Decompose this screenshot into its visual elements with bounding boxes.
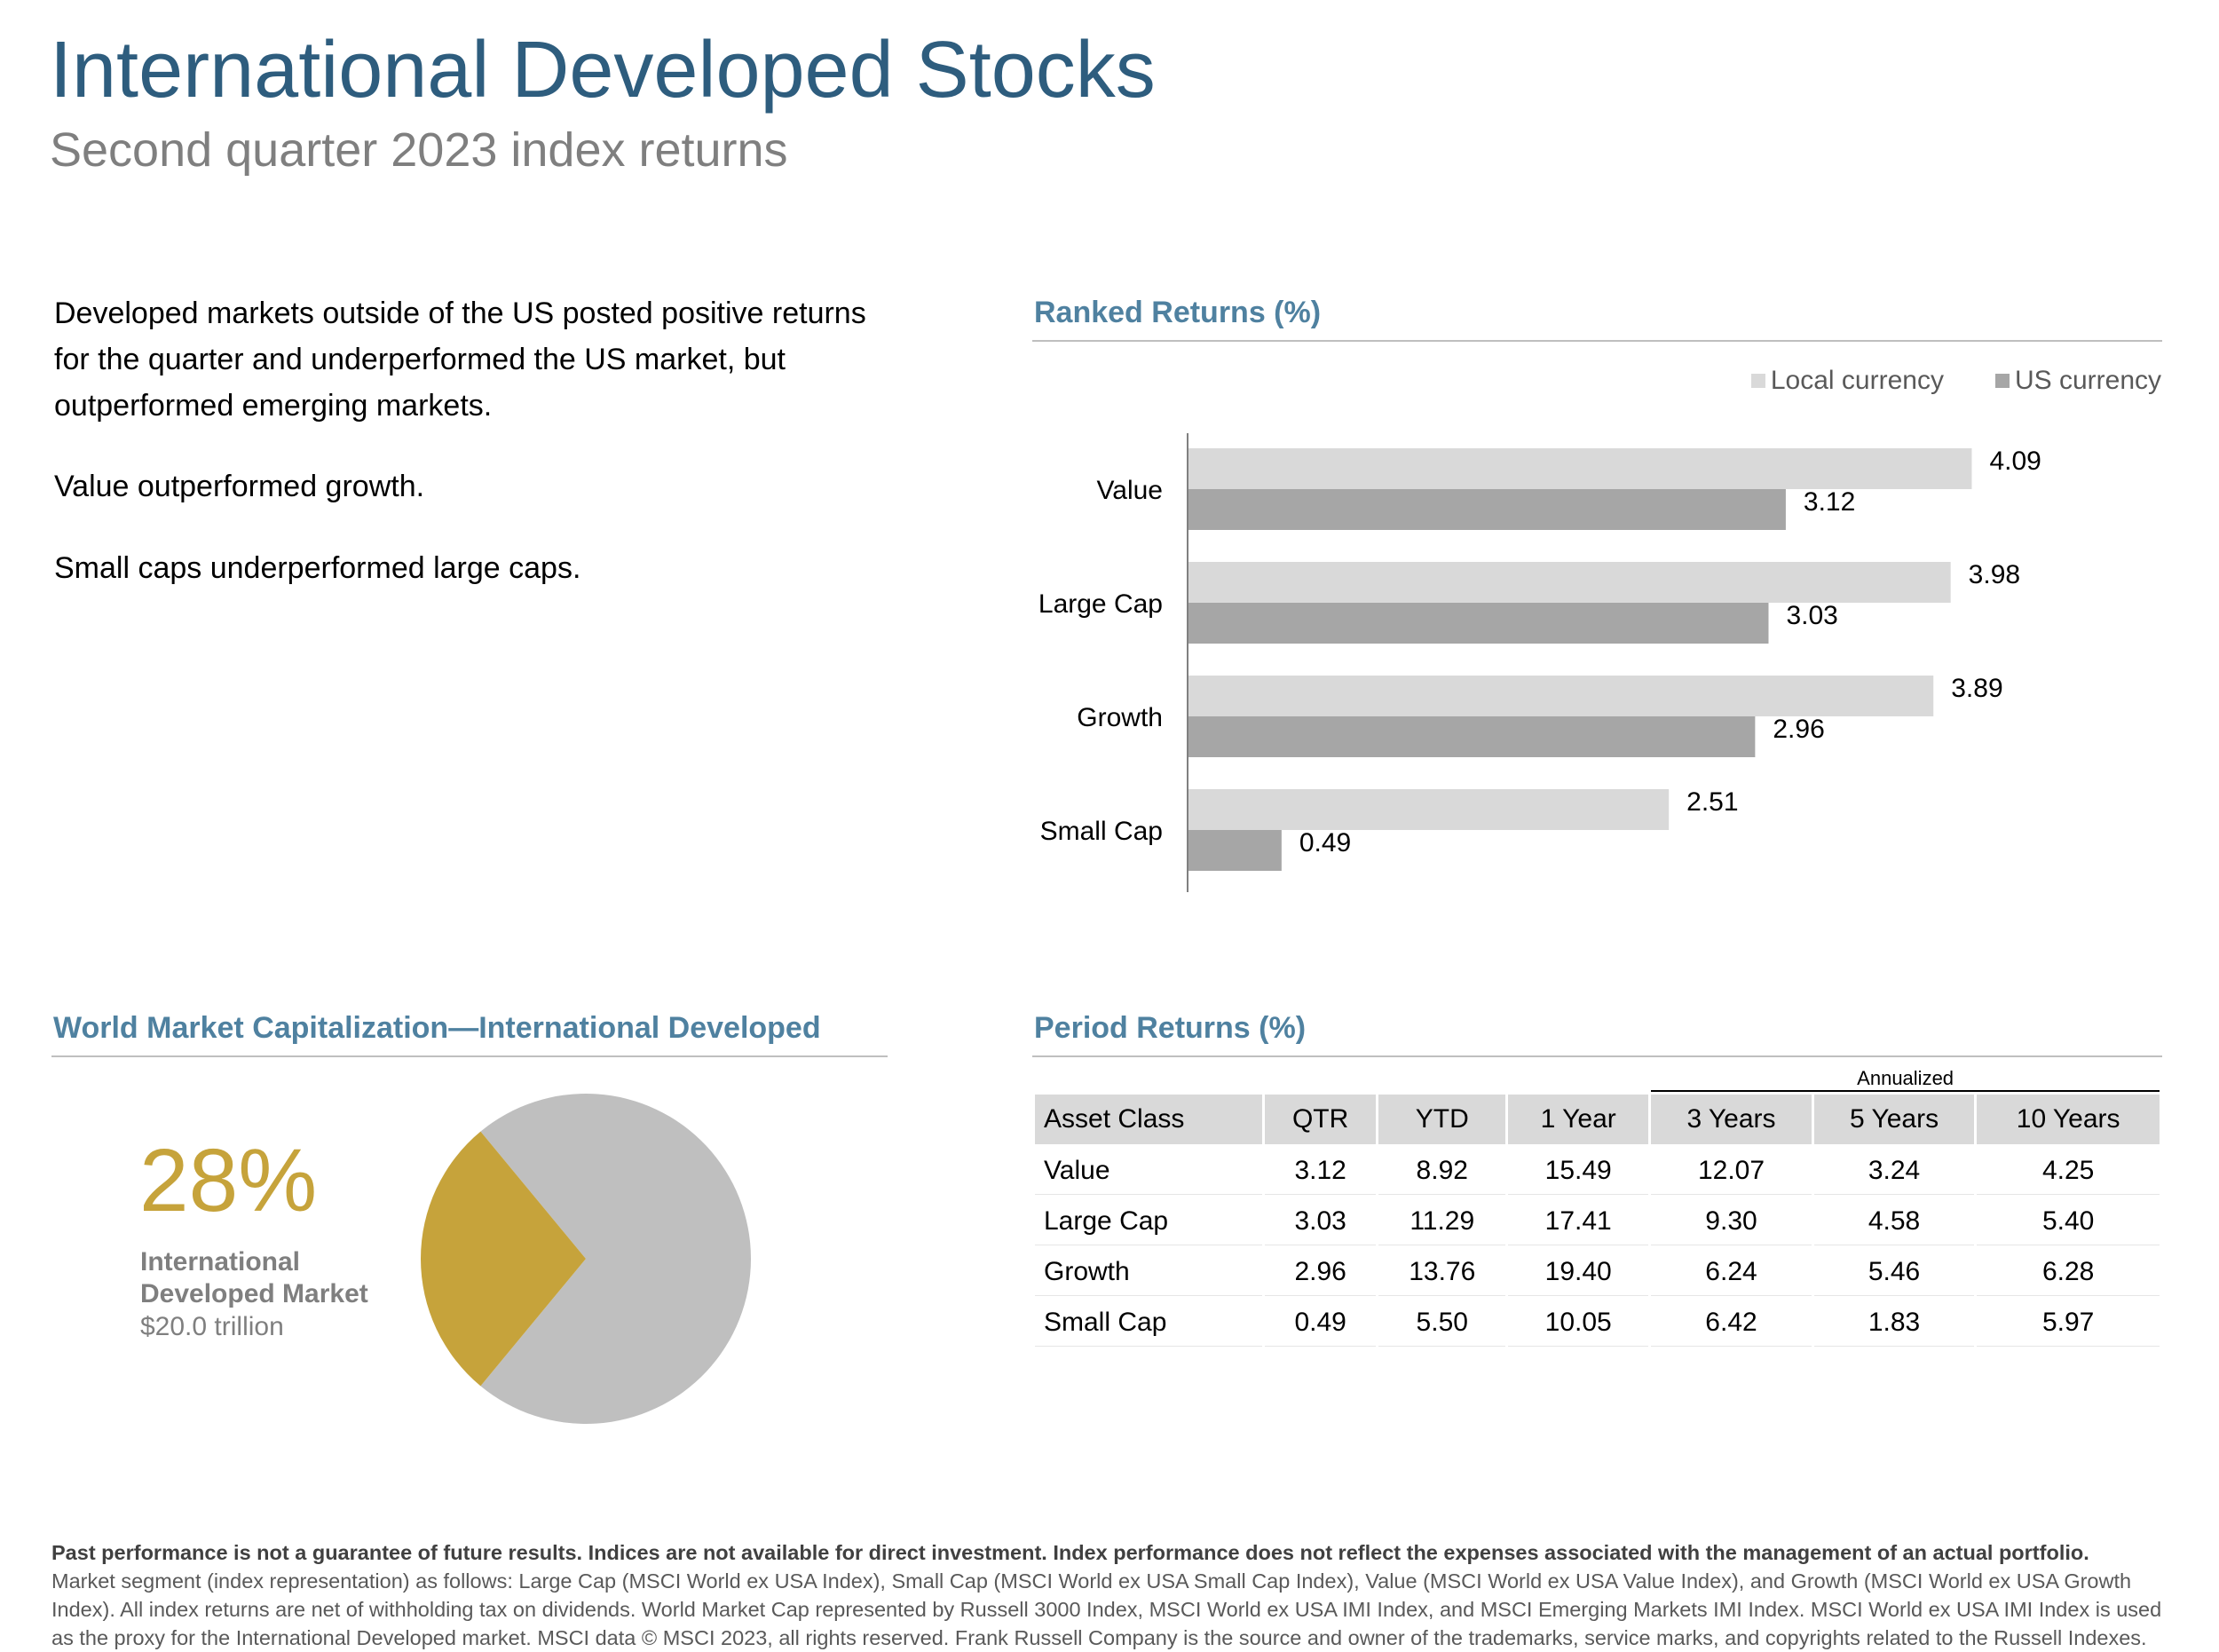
table-cell: 17.41 xyxy=(1508,1198,1649,1245)
section-divider xyxy=(51,1055,888,1057)
data-label: 3.89 xyxy=(1951,674,2002,703)
pie-slice-rest xyxy=(480,1094,751,1424)
footnote: Past performance is not a guarantee of f… xyxy=(51,1538,2164,1652)
data-label: 3.98 xyxy=(1969,560,2020,589)
table-row: Large Cap 3.03 11.29 17.41 9.30 4.58 5.4… xyxy=(1035,1198,2160,1245)
row-label: Small Cap xyxy=(1035,1299,1262,1347)
data-label: 3.03 xyxy=(1786,601,1837,630)
table-spacer xyxy=(1035,1063,1262,1092)
data-label: 0.49 xyxy=(1299,828,1351,858)
bar-local-currency xyxy=(1188,676,1934,716)
bar-us-currency xyxy=(1188,830,1282,871)
ranked-returns-title: Ranked Returns (%) xyxy=(1034,296,1322,329)
footnote-text: Market segment (index representation) as… xyxy=(51,1569,2162,1649)
legend-swatch-us xyxy=(1994,374,2010,388)
commentary-paragraph: Developed markets outside of the US post… xyxy=(54,296,866,423)
table-cell: 10.05 xyxy=(1508,1299,1649,1347)
section-divider xyxy=(1032,340,2162,342)
annualized-label: Annualized xyxy=(1651,1063,2160,1092)
table-cell: 3.24 xyxy=(1813,1147,1975,1195)
table-cell: 3.03 xyxy=(1265,1198,1377,1245)
table-header-row: Asset Class QTR YTD 1 Year 3 Years 5 Yea… xyxy=(1035,1095,2160,1144)
market-cap-value: $20.0 trillion xyxy=(140,1312,284,1341)
data-label: 2.51 xyxy=(1686,787,1738,817)
data-label: 3.12 xyxy=(1804,487,1855,517)
bar-local-currency xyxy=(1188,789,1670,830)
table-spacer xyxy=(1265,1063,1376,1092)
table-cell: 5.50 xyxy=(1378,1299,1506,1347)
market-cap-pie-chart xyxy=(421,1094,751,1424)
row-label: Large Cap xyxy=(1035,1198,1262,1245)
table-cell: 4.58 xyxy=(1813,1198,1975,1245)
table-cell: 5.46 xyxy=(1813,1248,1975,1296)
table-cell: 4.25 xyxy=(1977,1147,2160,1195)
table-cell: 5.40 xyxy=(1977,1198,2160,1245)
row-label: Growth xyxy=(1035,1248,1262,1296)
period-returns-table: Annualized Asset Class QTR YTD 1 Year 3 … xyxy=(1032,1061,2162,1349)
market-cap-title: World Market Capitalization—Internationa… xyxy=(53,1011,821,1045)
legend-label-us: US currency xyxy=(2014,366,2161,395)
footnote-disclaimer: Past performance is not a guarantee of f… xyxy=(51,1541,2089,1564)
column-header: 1 Year xyxy=(1508,1095,1649,1144)
bar-local-currency xyxy=(1188,448,1972,489)
data-label: 2.96 xyxy=(1773,715,1824,744)
table-cell: 12.07 xyxy=(1651,1147,1812,1195)
table-cell: 2.96 xyxy=(1265,1248,1377,1296)
column-header: Asset Class xyxy=(1035,1095,1262,1144)
category-label: Large Cap xyxy=(1038,589,1163,619)
table-cell: 8.92 xyxy=(1378,1147,1506,1195)
legend-item-local: Local currency xyxy=(1750,366,1944,396)
column-header: QTR xyxy=(1265,1095,1377,1144)
table-cell: 11.29 xyxy=(1378,1198,1506,1245)
data-label: 4.09 xyxy=(1989,447,2041,476)
pie-slice-international-developed xyxy=(421,1131,586,1387)
bar-us-currency xyxy=(1188,716,1756,757)
market-cap-label: International Developed Market xyxy=(140,1247,368,1308)
commentary-paragraph: Small caps underperformed large caps. xyxy=(54,551,581,585)
ranked-returns-bar-chart: Value 4.09 3.12 Large Cap 3.98 3.03 Growth 3.89… xyxy=(1038,433,2041,892)
column-header: 3 Years xyxy=(1651,1095,1812,1144)
market-cap-percent: 28% xyxy=(139,1131,318,1230)
category-label: Small Cap xyxy=(1040,817,1163,846)
legend-label-local: Local currency xyxy=(1770,366,1944,395)
table-cell: 6.24 xyxy=(1651,1248,1812,1296)
table-cell: 6.42 xyxy=(1651,1299,1812,1347)
row-label: Value xyxy=(1035,1147,1262,1195)
table-row: Growth 2.96 13.76 19.40 6.24 5.46 6.28 xyxy=(1035,1248,2160,1296)
table-cell: 6.28 xyxy=(1977,1248,2160,1296)
section-divider xyxy=(1032,1055,2162,1057)
chart-legend: Local currency US currency xyxy=(1731,366,2161,396)
column-header: 10 Years xyxy=(1977,1095,2160,1144)
legend-swatch-local xyxy=(1750,374,1765,388)
column-header: YTD xyxy=(1378,1095,1506,1144)
period-returns-title: Period Returns (%) xyxy=(1034,1011,1307,1045)
bar-us-currency xyxy=(1188,489,1786,530)
table-cell: 1.83 xyxy=(1813,1299,1975,1347)
table-spacer xyxy=(1508,1063,1648,1092)
bar-us-currency xyxy=(1188,603,1769,644)
table-cell: 19.40 xyxy=(1508,1248,1649,1296)
page-title: International Developed Stocks xyxy=(50,26,1156,115)
annualized-header-row: Annualized xyxy=(1035,1063,2160,1092)
table-cell: 15.49 xyxy=(1508,1147,1649,1195)
table-cell: 13.76 xyxy=(1378,1248,1506,1296)
column-header: 5 Years xyxy=(1813,1095,1975,1144)
table-cell: 5.97 xyxy=(1977,1299,2160,1347)
table-cell: 9.30 xyxy=(1651,1198,1812,1245)
table-spacer xyxy=(1378,1063,1505,1092)
bar-local-currency xyxy=(1188,562,1951,603)
page-subtitle: Second quarter 2023 index returns xyxy=(50,123,788,177)
commentary-paragraph: Value outperformed growth. xyxy=(54,470,425,503)
category-label: Value xyxy=(1096,476,1163,505)
legend-item-us: US currency xyxy=(1994,366,2161,396)
table-row: Small Cap 0.49 5.50 10.05 6.42 1.83 5.97 xyxy=(1035,1299,2160,1347)
category-label: Growth xyxy=(1077,703,1163,732)
table-cell: 0.49 xyxy=(1265,1299,1377,1347)
table-cell: 3.12 xyxy=(1265,1147,1377,1195)
table-row: Value 3.12 8.92 15.49 12.07 3.24 4.25 xyxy=(1035,1147,2160,1195)
